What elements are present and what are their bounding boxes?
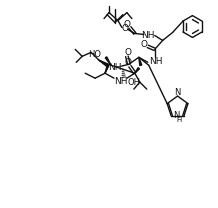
Text: HO: HO (88, 50, 101, 59)
Polygon shape (105, 65, 109, 73)
Text: NH: NH (114, 77, 128, 86)
Polygon shape (135, 68, 140, 73)
Polygon shape (105, 57, 111, 65)
Polygon shape (99, 60, 109, 67)
Text: NH: NH (141, 31, 155, 40)
Text: O: O (140, 40, 147, 49)
Text: N: N (174, 88, 181, 97)
Text: O: O (124, 48, 131, 57)
Text: OH: OH (128, 78, 141, 87)
Text: NH: NH (108, 63, 122, 72)
Text: O: O (123, 20, 130, 29)
Text: N: N (173, 111, 179, 120)
Text: H: H (176, 117, 182, 123)
Text: NH: NH (149, 57, 162, 66)
Polygon shape (139, 57, 142, 66)
Text: O: O (124, 58, 131, 67)
Text: O: O (121, 24, 128, 33)
